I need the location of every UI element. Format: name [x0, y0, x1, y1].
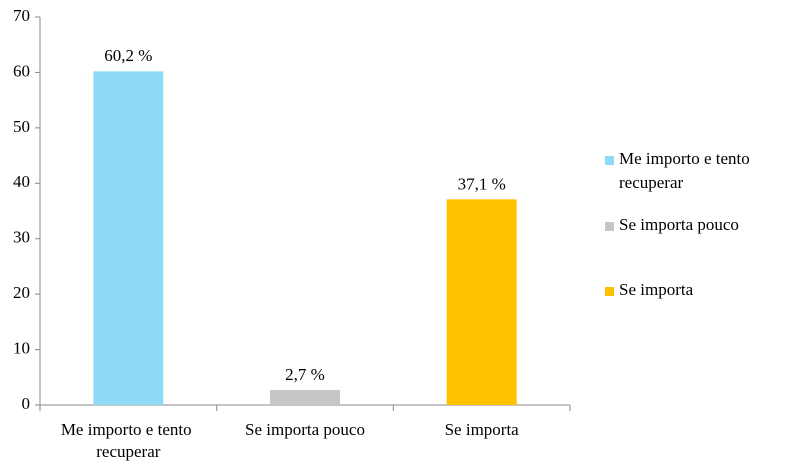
y-tick-label: 20 [13, 283, 30, 302]
bar [446, 199, 517, 405]
y-tick-label: 30 [13, 228, 30, 247]
y-tick-label: 50 [13, 117, 30, 136]
legend-swatch [605, 222, 614, 231]
data-label: 60,2 % [104, 46, 152, 65]
x-tick-label: Se importa pouco [245, 420, 365, 439]
data-label: 2,7 % [285, 365, 325, 384]
legend-swatch [605, 156, 614, 165]
legend-label: Me importo e tento recuperar [619, 149, 754, 192]
bar [270, 390, 340, 405]
y-tick-label: 70 [13, 6, 30, 25]
y-tick-label: 10 [13, 338, 30, 357]
legend-label: Se importa pouco [619, 215, 739, 234]
bar [93, 71, 164, 405]
legend-swatch [605, 287, 614, 296]
y-tick-label: 40 [13, 172, 30, 191]
data-label: 37,1 % [458, 174, 506, 193]
x-tick-label: Me importo e tento recuperar [61, 420, 196, 461]
y-tick-label: 0 [22, 394, 31, 413]
y-tick-label: 60 [13, 61, 30, 80]
x-tick-label: Se importa [445, 420, 520, 439]
legend-label: Se importa [619, 280, 694, 299]
